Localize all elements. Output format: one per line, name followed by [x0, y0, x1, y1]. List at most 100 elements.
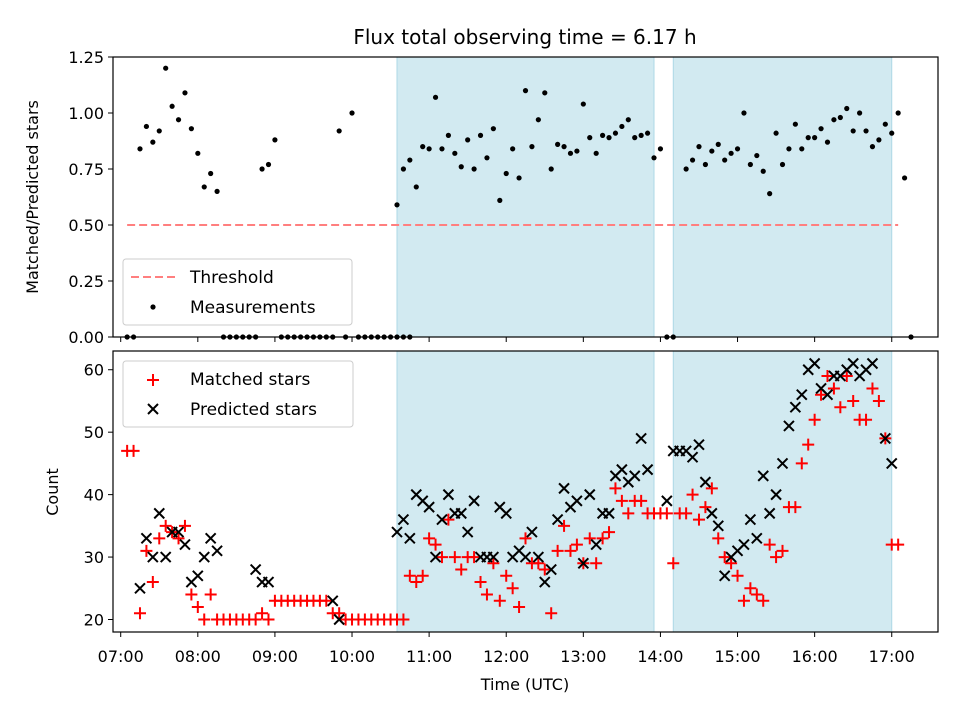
matched-star-point	[191, 601, 204, 614]
bottom-shaded-regions	[396, 350, 893, 633]
predicted-star-point	[577, 557, 590, 570]
predicted-star-point	[211, 545, 223, 557]
matched-star-point	[397, 613, 410, 626]
matched-star-point	[744, 582, 757, 595]
measurement-point	[600, 132, 606, 138]
measurement-point	[580, 101, 586, 107]
measurement-point	[214, 188, 220, 194]
matched-star-point	[256, 607, 269, 620]
y-tick-label: 1.25	[68, 48, 104, 67]
matched-star-point	[834, 401, 847, 414]
predicted-star-point	[423, 501, 435, 513]
matched-star-point	[545, 607, 558, 620]
measurement-point	[901, 175, 908, 181]
matched-star-point	[815, 388, 828, 401]
measurement-point	[420, 144, 426, 150]
matched-star-point	[493, 594, 506, 607]
predicted-star-point	[551, 513, 564, 526]
matched-star-point	[204, 588, 217, 601]
matched-star-point	[763, 538, 776, 551]
measurement-point	[818, 126, 824, 132]
x-tick-label: 12:00	[483, 647, 529, 666]
measurement-point	[465, 137, 471, 143]
matched-star-point	[474, 576, 487, 589]
top-y-ticks: 0.00 0.25 0.50 0.75 1.00 1.25	[68, 48, 113, 347]
predicted-star-point	[712, 520, 724, 532]
measurement-point	[208, 170, 214, 177]
predicted-star-point	[172, 526, 185, 538]
measurement-point	[445, 132, 451, 138]
bottom-x-ticks: 07:00 08:00 09:00 10:00 11:00 12:00 13:00 14:00…	[98, 632, 915, 666]
measurement-point	[689, 157, 696, 163]
predicted-star-point	[249, 563, 262, 576]
measurement-point	[812, 135, 818, 141]
measurement-point	[876, 137, 882, 143]
y-tick-label: 50	[84, 423, 104, 442]
y-tick-label: 0.00	[68, 328, 104, 347]
shaded-interval	[396, 350, 655, 633]
matched-star-point	[892, 538, 905, 551]
measurement-point	[709, 148, 715, 154]
predicted-star-point	[204, 532, 217, 545]
predicted-star-point	[686, 451, 699, 463]
x-tick-label: 15:00	[714, 647, 760, 666]
bottom-axes-frame	[112, 350, 939, 633]
measurement-point	[741, 110, 747, 116]
top-x-ticks	[120, 337, 893, 342]
matched-star-point	[146, 576, 159, 589]
measurement-point	[394, 202, 400, 208]
measurement-point	[169, 103, 175, 109]
matched-star-point	[185, 588, 198, 601]
measurement-point	[702, 161, 709, 168]
matched-star-point	[435, 551, 448, 564]
measurement-point	[767, 191, 773, 197]
matched-star-point	[416, 569, 429, 582]
matched-star-point	[480, 588, 493, 601]
measurement-point	[137, 146, 143, 152]
predicted-star-point	[783, 420, 795, 432]
measurement-point	[593, 150, 599, 156]
matched-star-point	[583, 532, 596, 545]
measurement-point	[259, 166, 265, 172]
predicted-star-point	[526, 526, 538, 538]
legend-predicted-swatch	[147, 403, 159, 415]
matched-star-point	[140, 544, 153, 557]
measurement-point	[490, 126, 496, 132]
matched-star-point	[692, 513, 705, 526]
matched-star-point	[802, 438, 815, 451]
x-tick-label: 10:00	[329, 647, 375, 666]
matched-star-point	[827, 382, 840, 395]
x-tick-label: 13:00	[560, 647, 606, 666]
predicted-star-point	[603, 507, 615, 520]
matched-star-point	[840, 369, 853, 382]
matched-star-point	[635, 494, 648, 507]
measurement-point	[683, 166, 689, 172]
measurement-point	[426, 146, 432, 152]
measurement-point	[619, 123, 625, 130]
legend-measurements-swatch	[150, 304, 156, 310]
x-tick-label: 11:00	[406, 647, 452, 666]
measurement-point	[824, 139, 831, 145]
measurement-point	[805, 135, 811, 141]
predicted-star-point	[147, 551, 159, 563]
predicted-star-point	[198, 551, 210, 563]
matched-star-point	[423, 532, 436, 545]
measurement-point	[201, 184, 207, 190]
predicted-star-point	[159, 551, 172, 563]
predicted-star-point	[461, 526, 474, 538]
measurement-point	[657, 146, 664, 152]
bottom-panel: 20 30 40 50 60 07:00 08:00 09:00 10:00 11:00 12:0…	[43, 350, 939, 694]
top-panel: 0.00 0.25 0.50 0.75 1.00 1.25 Matched/Predict…	[23, 48, 939, 347]
predicted-star-point	[635, 432, 647, 445]
matched-star-point	[866, 382, 879, 395]
matched-star-point	[596, 532, 609, 545]
matched-star-point	[776, 544, 789, 557]
measurement-point	[413, 184, 419, 190]
matched-star-point	[570, 538, 583, 551]
bottom-y-axis-label: Count	[43, 468, 62, 516]
y-tick-label: 20	[84, 611, 104, 630]
y-tick-label: 60	[84, 361, 104, 380]
predicted-star-point	[776, 457, 789, 470]
predicted-stars-points	[134, 357, 898, 626]
predicted-star-point	[866, 357, 879, 370]
